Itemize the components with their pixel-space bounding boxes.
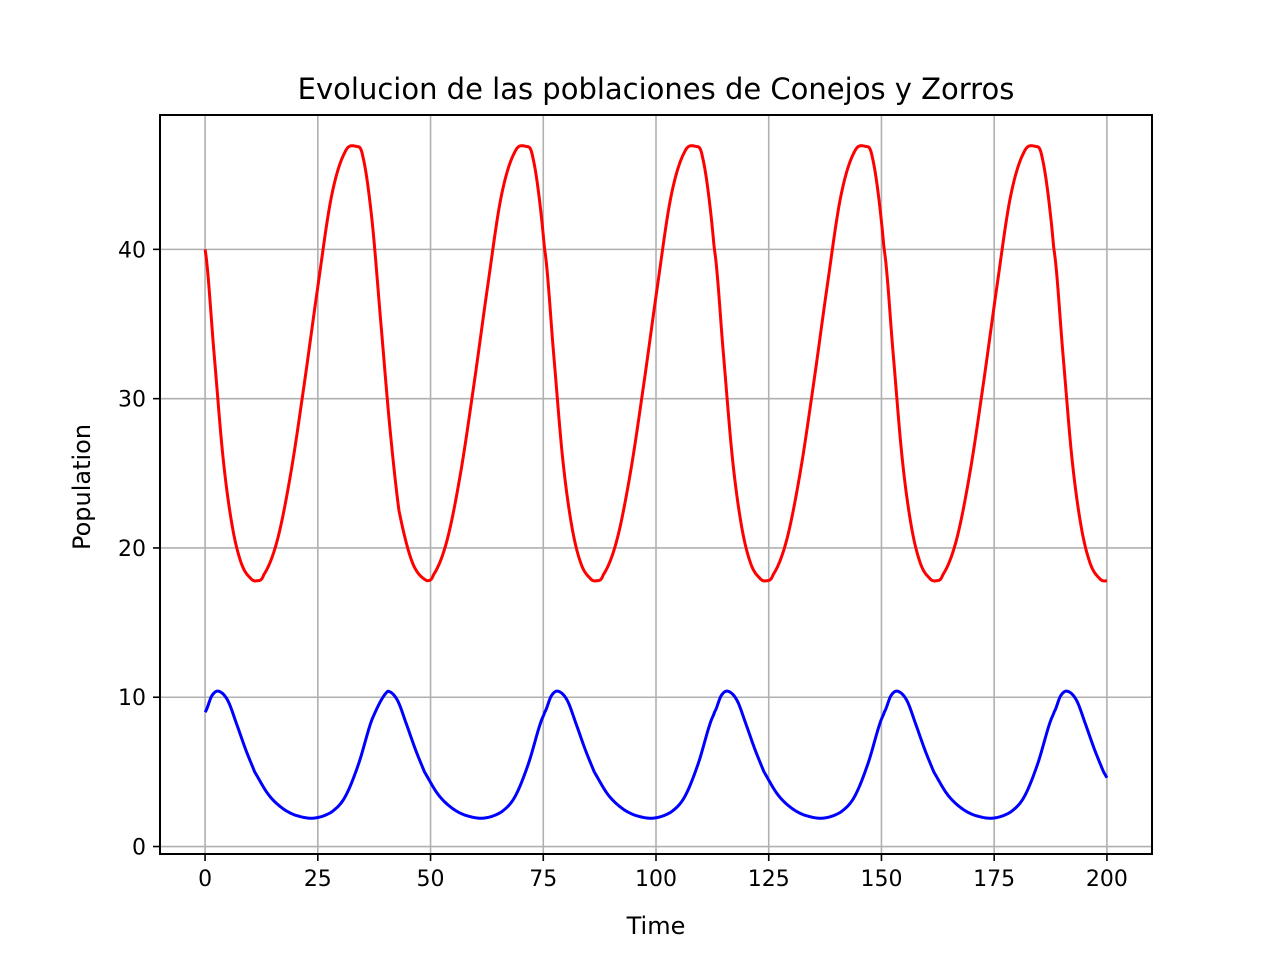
x-axis: 0 25 50 75 100 125 150 175 200 xyxy=(198,854,1128,892)
y-axis-label: Population xyxy=(68,424,96,550)
x-tick-label: 150 xyxy=(860,867,902,892)
y-axis: 0 10 20 30 40 xyxy=(118,238,160,861)
x-tick-label: 50 xyxy=(417,867,445,892)
x-tick-label: 200 xyxy=(1086,867,1128,892)
y-tick-label: 20 xyxy=(118,537,146,562)
x-tick-label: 125 xyxy=(748,867,790,892)
series-group xyxy=(203,144,1109,820)
x-axis-label: Time xyxy=(626,912,686,940)
x-tick-label: 25 xyxy=(304,867,332,892)
x-tick-label: 0 xyxy=(198,867,212,892)
y-tick-label: 0 xyxy=(132,836,146,861)
y-tick-label: 40 xyxy=(118,238,146,263)
x-tick-label: 175 xyxy=(973,867,1015,892)
x-tick-label: 100 xyxy=(635,867,677,892)
series-line-1 xyxy=(203,689,1109,820)
y-tick-label: 30 xyxy=(118,388,146,413)
x-tick-label: 75 xyxy=(529,867,557,892)
grid xyxy=(160,115,1152,854)
y-tick-label: 10 xyxy=(118,686,146,711)
chart-title: Evolucion de las poblaciones de Conejos … xyxy=(298,72,1015,106)
series-line-0 xyxy=(203,144,1108,583)
